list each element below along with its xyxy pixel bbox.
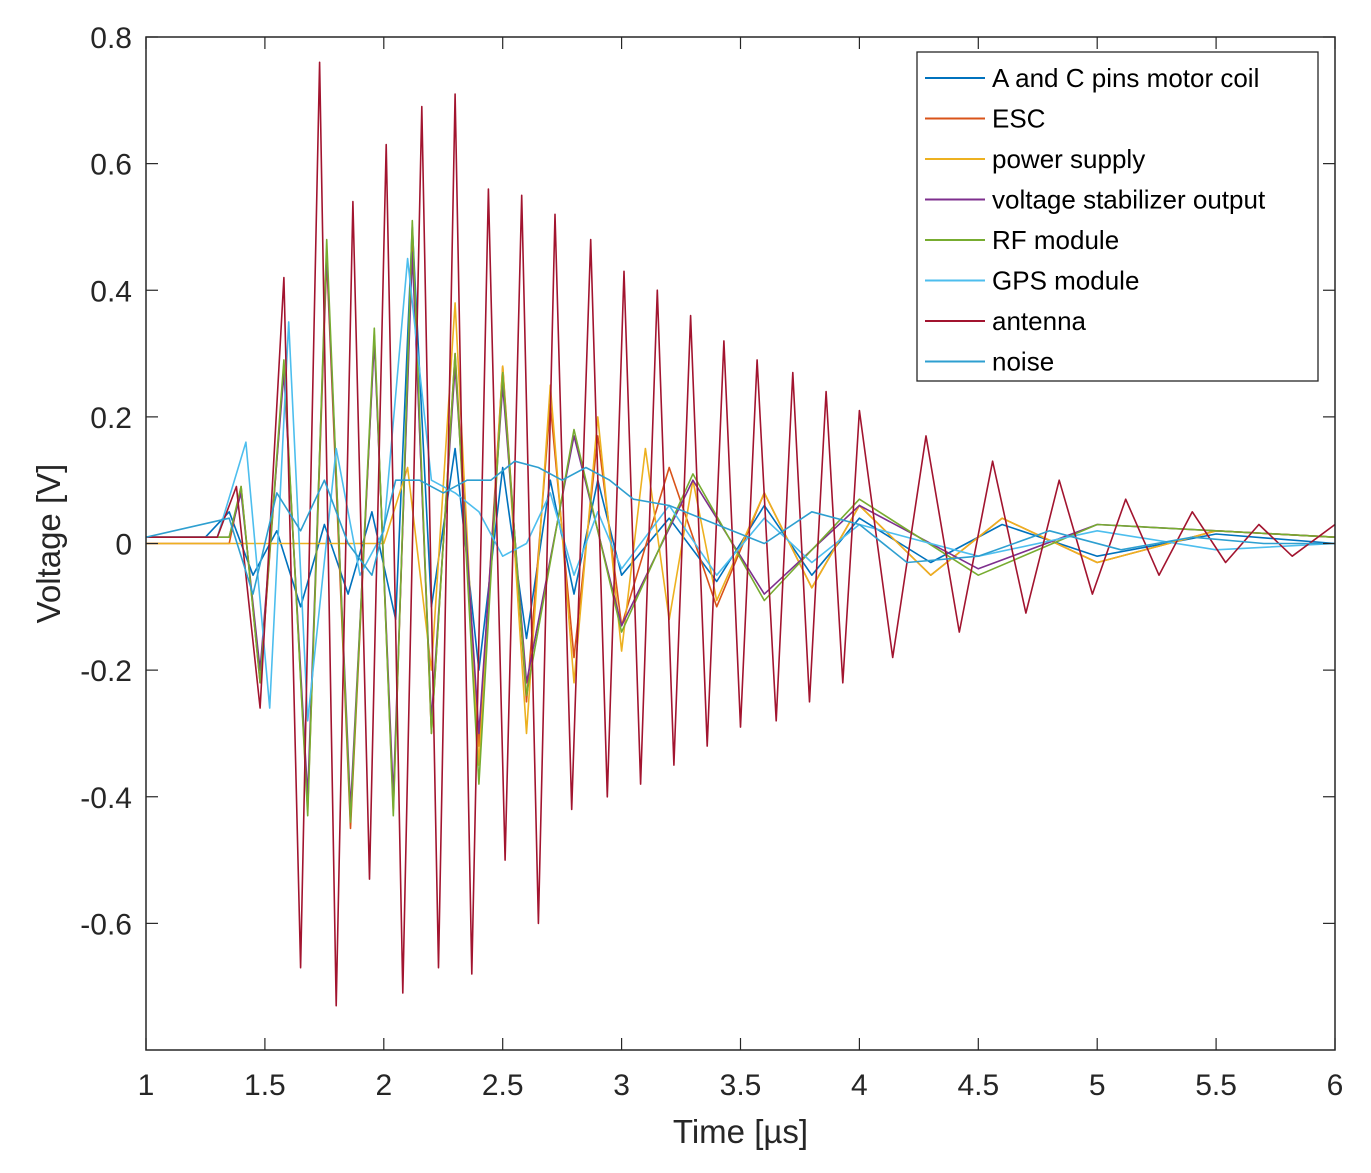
y-tick-label: 0.6 — [90, 149, 132, 182]
x-tick-label: 2 — [375, 1069, 392, 1102]
y-tick-label: -0.4 — [80, 782, 132, 815]
series-line-7 — [146, 460, 1335, 595]
x-axis-label: Time [µs] — [673, 1113, 808, 1150]
series-line-6 — [146, 61, 1335, 1007]
legend-label-3: voltage stabilizer output — [992, 185, 1266, 215]
legend-label-7: noise — [992, 347, 1054, 377]
x-tick-label: 1 — [138, 1069, 155, 1102]
axes-layer: 1 1.5 2 2.5 3 3.5 4 4.5 5 5.5 6 0.8 0.6 0.4 0.2 0 -0.2 -0… — [80, 22, 1343, 1102]
y-axis-label: Voltage [V] — [30, 464, 67, 624]
x-tick-label: 5 — [1089, 1069, 1106, 1102]
series-layer — [146, 61, 1335, 1007]
y-tick-label: 0 — [115, 529, 132, 562]
legend: A and C pins motor coil ESC power supply vo… — [916, 51, 1319, 382]
x-tick-label: 3.5 — [720, 1069, 762, 1102]
y-tick-label: -0.2 — [80, 655, 132, 688]
legend-label-6: antenna — [992, 306, 1087, 336]
x-tick-label: 1.5 — [244, 1069, 286, 1102]
legend-box — [916, 51, 1319, 382]
legend-label-4: RF module — [992, 225, 1119, 255]
x-tick-label: 2.5 — [482, 1069, 524, 1102]
legend-label-5: GPS module — [992, 266, 1139, 296]
x-tick-label: 4.5 — [957, 1069, 999, 1102]
x-tick-label: 4 — [851, 1069, 868, 1102]
legend-label-2: power supply — [992, 144, 1145, 174]
legend-label-0: A and C pins motor coil — [992, 63, 1259, 93]
series-line-4 — [146, 219, 1335, 823]
y-tick-label: -0.6 — [80, 908, 132, 941]
y-tick-label: 0.2 — [90, 402, 132, 435]
x-tick-label: 5.5 — [1195, 1069, 1237, 1102]
y-tick-label: 0.8 — [90, 22, 132, 55]
legend-label-1: ESC — [992, 104, 1045, 134]
x-tick-label: 3 — [613, 1069, 630, 1102]
x-tick-label: 6 — [1327, 1069, 1344, 1102]
y-tick-label: 0.4 — [90, 275, 132, 308]
